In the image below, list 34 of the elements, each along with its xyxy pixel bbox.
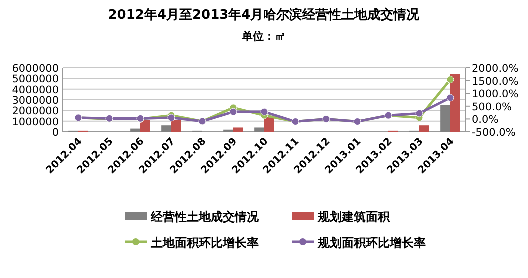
y2-tick-label: 2000.0% bbox=[472, 63, 519, 75]
bar bbox=[140, 120, 150, 132]
y2-tick-label: 0.0% bbox=[472, 114, 499, 126]
bar bbox=[234, 128, 244, 132]
point bbox=[446, 76, 454, 84]
bar bbox=[162, 126, 172, 132]
legend-label: 规划建筑面积 bbox=[317, 210, 391, 224]
bar bbox=[254, 128, 264, 132]
legend-label: 经营性土地成交情况 bbox=[150, 210, 260, 224]
chart-subtitle: 单位：㎡ bbox=[241, 30, 286, 43]
y-tick-label: 6000000 bbox=[12, 63, 59, 75]
y2-tick-label: 1500.0% bbox=[472, 76, 519, 88]
bar bbox=[420, 126, 430, 132]
point bbox=[416, 110, 424, 118]
bar bbox=[440, 105, 450, 132]
y-tick-label: 1000000 bbox=[12, 116, 59, 128]
bar bbox=[130, 128, 140, 132]
point bbox=[168, 114, 176, 122]
y-tick-label: 5000000 bbox=[12, 74, 59, 86]
y2-tick-label: -500.0% bbox=[472, 127, 516, 139]
legend-label: 土地面积环比增长率 bbox=[150, 236, 259, 250]
chart-title: 2012年4月至2013年4月哈尔滨经营性土地成交情况 bbox=[108, 7, 421, 23]
point bbox=[230, 108, 238, 116]
legend-label: 规划面积环比增长率 bbox=[317, 236, 426, 250]
point bbox=[446, 94, 454, 102]
point bbox=[260, 108, 268, 116]
y2-tick-label: 1000.0% bbox=[472, 88, 519, 101]
bar bbox=[450, 74, 460, 132]
y-tick-label: 0 bbox=[52, 127, 59, 139]
y-tick-label: 2000000 bbox=[12, 106, 59, 118]
bar bbox=[172, 120, 182, 132]
y-tick-label: 3000000 bbox=[12, 95, 59, 107]
y2-tick-label: 500.0% bbox=[472, 101, 512, 114]
y-tick-label: 4000000 bbox=[12, 84, 59, 96]
